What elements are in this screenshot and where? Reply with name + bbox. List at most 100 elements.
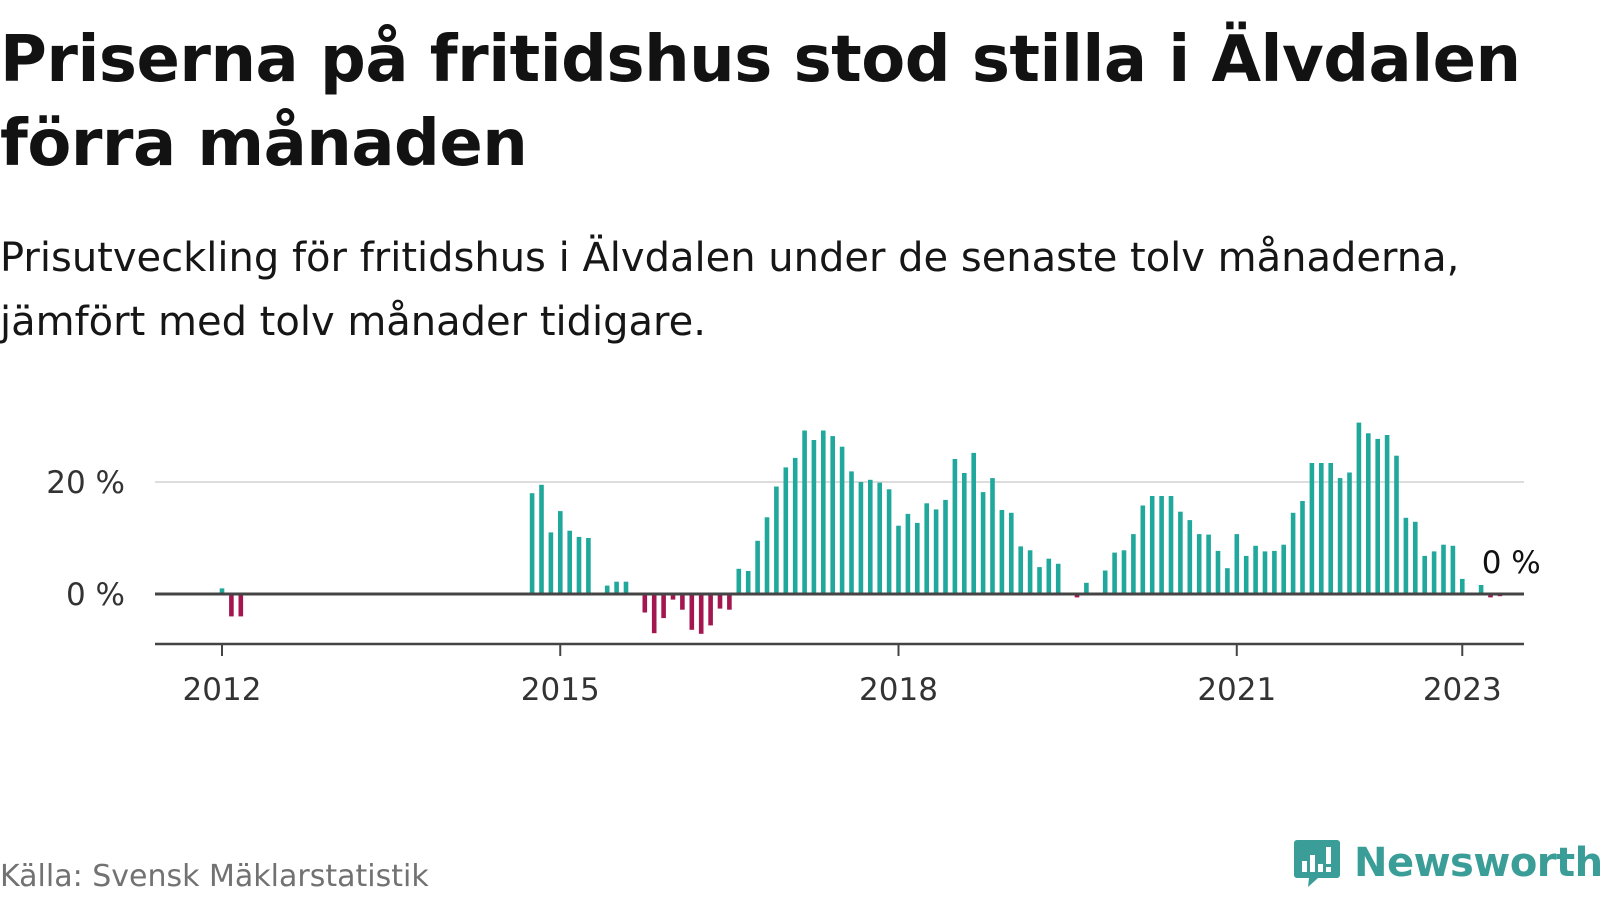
bar-negative [238,594,244,617]
brand-logo[interactable]: Newsworthy [1292,838,1600,888]
bar-positive [868,479,873,594]
bar-positive [943,499,948,594]
bar-positive [1037,567,1042,594]
newsworthy-chart-bubble-icon [1294,840,1340,887]
bar-positive [896,525,901,594]
bar-positive [1215,550,1221,594]
bar-positive [821,430,826,594]
bar-positive [1187,520,1193,594]
bar-positive [1441,544,1446,594]
chart-title: Priserna på fritidshus stod stilla i Älv… [0,23,1521,181]
bar-positive [1366,433,1371,594]
bar-negative [698,594,704,634]
bar-positive [1243,555,1249,594]
chart-subtitle: Prisutveckling för fritidshus i Älvdalen… [0,235,1460,345]
bar-positive [1431,551,1437,594]
bar-positive [1225,568,1230,594]
bar-positive [1159,496,1164,594]
bar-positive [1375,438,1380,594]
source-note: Källa: Svensk Mäklarstatistik [0,859,429,894]
bar-positive [783,467,789,594]
bar-positive [971,452,976,594]
bar-positive [952,459,958,594]
bar-positive [1450,545,1456,594]
bar-negative [1488,594,1493,598]
bar-chart: 0 % 20 % 2012 2015 2018 2021 2023 0 % [46,422,1541,708]
bar-positive [1121,550,1127,594]
bar-positive [1300,501,1305,594]
bar-positive [1309,463,1315,594]
bar-negative [727,594,732,610]
y-tick-label: 0 % [66,577,125,613]
bar-positive [1281,544,1286,594]
bar-positive [1084,582,1089,594]
bar-positive [1018,546,1023,594]
bar-positive [539,484,544,594]
bar-positive [558,511,563,594]
bar-positive [576,536,582,594]
bar-positive [1328,463,1333,594]
bar-positive [623,581,629,594]
bar-positive [736,568,742,594]
bar-positive [1046,558,1052,594]
bar-positive [980,492,986,594]
bar-positive [1290,512,1296,594]
x-tick-label: 2021 [1197,672,1276,708]
bar-positive [830,436,835,594]
bar-positive [792,457,798,594]
bar-positive [933,509,939,594]
bar-negative [229,594,234,617]
bar-positive [990,478,995,594]
bar-positive [1102,570,1108,594]
bar-positive [745,571,751,594]
bar-positive [1319,463,1324,594]
bar-positive [1178,511,1183,594]
bar-positive [858,482,864,594]
x-tick-label: 2023 [1423,672,1502,708]
bar-positive [849,471,854,594]
bar-positive [755,540,760,594]
bar-positive [811,440,817,594]
bar-positive [1422,555,1427,594]
bar-positive [1027,550,1033,594]
bar-negative [651,594,657,634]
bar-positive [962,473,967,594]
bar-positive [1149,496,1155,594]
bar-positive [1253,545,1258,594]
bar-negative [708,594,713,626]
x-tick-label: 2012 [183,672,262,708]
bar-positive [614,581,619,594]
bar-negative [689,594,695,630]
bar-positive [1460,578,1465,594]
x-tick-label: 2015 [521,672,600,708]
bar-positive [1196,534,1202,594]
bar-positive [219,588,225,594]
bar-positive [886,489,892,594]
bar-negative [1074,594,1080,598]
bar-positive [1337,478,1343,594]
bar-positive [1347,472,1352,594]
bar-negative [670,594,676,600]
bar-positive [1009,512,1014,594]
bar-positive [1356,422,1362,594]
bar-positive [548,532,554,594]
bar-positive [802,430,807,594]
bar-positive [1168,496,1174,594]
bar-positive [915,522,920,594]
bar-positive [774,486,779,594]
brand-name: Newsworthy [1354,840,1600,886]
bar-positive [1384,435,1390,594]
bar-positive [1403,517,1409,594]
bar-positive [586,538,591,594]
bar-positive [924,503,929,594]
bar-positive [999,510,1005,594]
bar-positive [839,446,845,594]
y-tick-label: 20 % [46,465,125,501]
bar-positive [764,517,770,594]
bar-positive [1055,563,1061,594]
bar-positive [1206,534,1211,594]
bar-positive [1131,534,1136,594]
bar-positive [1262,551,1268,594]
bar-positive [1394,455,1399,594]
bar-positive [604,585,610,594]
